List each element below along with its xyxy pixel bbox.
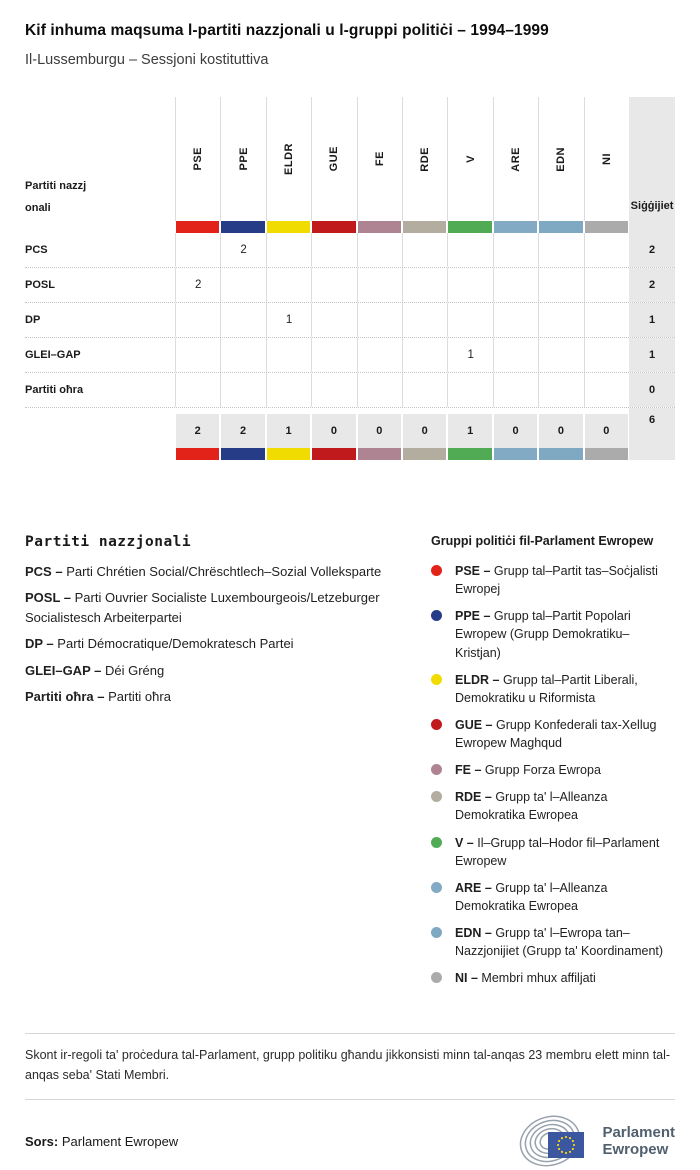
are-color-bar: [493, 448, 538, 460]
table-header-row: Partiti nazzjonali PSE PPE ELDR GUE FE R…: [25, 97, 676, 221]
ppe-color-dot: [431, 610, 442, 622]
list-item: PPE – Grupp tal–Partit Popolari Ewropew …: [431, 607, 675, 661]
seats-value: 1: [629, 338, 676, 372]
seats-value: 2: [629, 268, 676, 302]
list-item: GUE – Grupp Konfederali tax-Xellug Ewrop…: [431, 716, 675, 752]
list-item: POSL – Parti Ouvrier Socialiste Luxembou…: [25, 590, 380, 626]
rde-color-bar: [403, 448, 447, 460]
party-label: Partiti oħra: [25, 384, 84, 396]
ep-logo-text: Parlament Ewropew: [602, 1123, 675, 1159]
table-row-dp: DP 1 1: [25, 303, 676, 338]
edn-color-bar: [539, 221, 583, 233]
seats-value: 1: [629, 303, 676, 337]
table-totals-row: 2 2 1 0 0 0 1 0 0 0 6: [25, 414, 676, 448]
column-header-are: ARE: [492, 97, 538, 221]
list-item: FE – Grupp Forza Ewropa: [431, 761, 675, 779]
ni-color-bar: [584, 221, 629, 233]
gue-color-bar: [312, 221, 356, 233]
party-label: DP: [25, 314, 41, 326]
table-row-pcs: PCS 2 2: [25, 233, 676, 268]
list-item: DP – Parti Démocratique/Demokratesch Par…: [25, 636, 294, 652]
v-color-bar: [448, 221, 492, 233]
table-row-posl: POSL 2 2: [25, 268, 676, 303]
footnote: Skont ir-regoli ta' proċedura tal-Parlam…: [25, 1048, 671, 1082]
party-label: PCS: [25, 244, 48, 256]
list-item: RDE – Grupp ta' l–Alleanza Demokratika E…: [431, 788, 675, 824]
list-item: NI – Membri mhux affiljati: [431, 969, 675, 987]
list-item: Partiti oħra – Partiti oħra: [25, 688, 171, 704]
table-gap-row: [25, 408, 676, 414]
seats-column-header: Siġġijiet: [629, 97, 676, 221]
infographic-page: Kif inhuma maqsuma l-partiti nazzjonali …: [25, 22, 676, 1167]
list-item: ELDR – Grupp tal–Partit Liberali, Demokr…: [431, 671, 675, 707]
gue-color-bar: [312, 448, 356, 460]
seats-value: 2: [629, 233, 676, 267]
eldr-color-dot: [431, 673, 442, 685]
are-color-dot: [431, 881, 442, 893]
column-header-pse: PSE: [175, 97, 220, 221]
row-header-label: Partiti nazzjonali: [25, 180, 87, 214]
pse-color-bar: [176, 448, 220, 460]
party-label: POSL: [25, 279, 55, 291]
list-item: EDN – Grupp ta' l–Ewropa tan–Nazzjonijie…: [431, 924, 675, 960]
fe-color-dot: [431, 764, 442, 776]
header-color-bar-row: [25, 221, 676, 233]
seats-table: Partiti nazzjonali PSE PPE ELDR GUE FE R…: [25, 97, 676, 460]
seats-value: 0: [629, 373, 676, 407]
ni-color-bar: [584, 448, 629, 460]
source-value: Parlament Ewropew: [61, 1133, 179, 1149]
table-row-partiti-ohra: Partiti oħra 0: [25, 373, 676, 408]
divider: [25, 1033, 675, 1035]
pse-color-dot: [431, 565, 442, 576]
eldr-color-bar: [266, 448, 311, 460]
legend-national-header: Partiti nazzjonali: [25, 534, 192, 550]
ni-color-dot: [431, 972, 442, 984]
list-item: V – Il–Grupp tal–Hodor fil–Parlament Ewr…: [431, 834, 675, 870]
legend-national-parties: Partiti nazzjonali PCS – Parti Chrétien …: [25, 534, 417, 996]
column-header-ppe: PPE: [220, 97, 265, 221]
column-header-ni: NI: [583, 97, 629, 221]
source-line: Sors: Parlament Ewropew: [25, 1134, 178, 1149]
european-parliament-logo: Parlament Ewropew: [508, 1112, 675, 1170]
source-label: Sors:: [25, 1133, 59, 1149]
column-header-v: V: [447, 97, 492, 221]
footer-color-bar-row: [25, 448, 676, 460]
legend-groups-header: Gruppi politiċi fil-Parlament Ewropew: [431, 534, 654, 548]
rde-color-dot: [431, 791, 442, 803]
fe-color-bar: [357, 448, 402, 460]
column-header-eldr: ELDR: [265, 97, 311, 221]
page-subtitle: Il-Lussemburgu – Sessjoni kostituttiva: [25, 52, 269, 68]
v-color-dot: [431, 836, 442, 848]
table-row-glei-gap: GLEI–GAP 1 1: [25, 338, 676, 373]
column-header-gue: GUE: [311, 97, 356, 221]
list-item: ARE – Grupp ta' l–Alleanza Demokratika E…: [431, 879, 675, 915]
are-color-bar: [493, 221, 538, 233]
total-seats-value: 6: [629, 414, 676, 448]
divider: [25, 1099, 675, 1101]
list-item: PCS – Parti Chrétien Social/Chrëschtlech…: [25, 564, 382, 579]
rde-color-bar: [403, 221, 447, 233]
legends-section: Partiti nazzjonali PCS – Parti Chrétien …: [25, 534, 675, 996]
pse-color-bar: [176, 221, 220, 233]
page-title: Kif inhuma maqsuma l-partiti nazzjonali …: [25, 22, 549, 39]
ep-hemicycle-flag-icon: [520, 1115, 585, 1167]
list-item: PSE – Grupp tal–Partit tas–Soċjalisti Ew…: [431, 562, 675, 598]
v-color-bar: [448, 448, 492, 460]
list-item: GLEI–GAP – Déi Gréng: [25, 662, 165, 678]
column-header-edn: EDN: [538, 97, 583, 221]
fe-color-bar: [357, 221, 402, 233]
legend-political-groups: Gruppi politiċi fil-Parlament Ewropew PS…: [431, 534, 675, 996]
column-header-rde: RDE: [402, 97, 447, 221]
edn-color-bar: [539, 448, 583, 460]
gue-color-dot: [431, 718, 442, 730]
edn-color-dot: [431, 927, 442, 938]
eldr-color-bar: [266, 221, 311, 233]
column-header-fe: FE: [356, 97, 402, 221]
party-label: GLEI–GAP: [25, 349, 81, 361]
footer: Sors: Parlament Ewropew: [25, 1112, 675, 1170]
ppe-color-bar: [221, 448, 265, 460]
ppe-color-bar: [221, 221, 265, 233]
